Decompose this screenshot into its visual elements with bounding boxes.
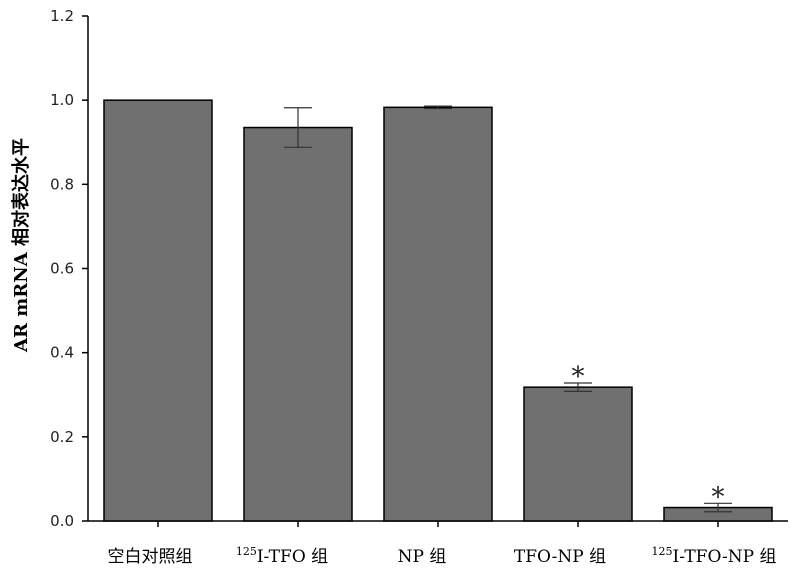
bar (523, 386, 633, 522)
category-label-sup: 125 (651, 545, 672, 558)
bar (243, 126, 353, 522)
y-tick-label: 1.2 (50, 7, 74, 25)
bar (383, 106, 493, 522)
category-label: 125I-TFO 组 (236, 545, 328, 567)
category-label: 空白对照组 (108, 547, 193, 567)
category-label-text: NP 组 (398, 547, 447, 567)
y-tick-label: 0.4 (50, 344, 74, 362)
y-tick-label: 0.6 (50, 260, 74, 278)
x-labels: 空白对照组 125I-TFO 组 NP 组 TFO-NP 组 125I-TFO-NP 组 (108, 521, 777, 567)
category-label-text: 空白对照组 (108, 547, 193, 567)
y-tick-label: 0.8 (50, 175, 74, 193)
category-label-text: TFO-NP 组 (514, 547, 606, 567)
category-label-text: I-TFO 组 (257, 547, 328, 567)
bars: ** (103, 99, 773, 522)
category-label: NP 组 (398, 547, 447, 567)
category-label-text: I-TFO-NP 组 (672, 547, 776, 567)
y-axis-title: AR mRNA 相对表达水平 (10, 138, 32, 353)
category-label-sup: 125 (236, 545, 257, 558)
bar (103, 99, 213, 522)
y-ticks: 0.0 0.2 0.4 0.6 0.8 1.0 1.2 (50, 7, 88, 530)
significance-star: * (712, 482, 725, 512)
category-label: TFO-NP 组 (514, 547, 606, 567)
y-tick-label: 0.2 (50, 428, 74, 446)
significance-star: * (572, 362, 585, 392)
y-tick-label: 1.0 (50, 91, 74, 109)
category-label: 125I-TFO-NP 组 (651, 545, 776, 567)
y-tick-label: 0.0 (50, 512, 74, 530)
